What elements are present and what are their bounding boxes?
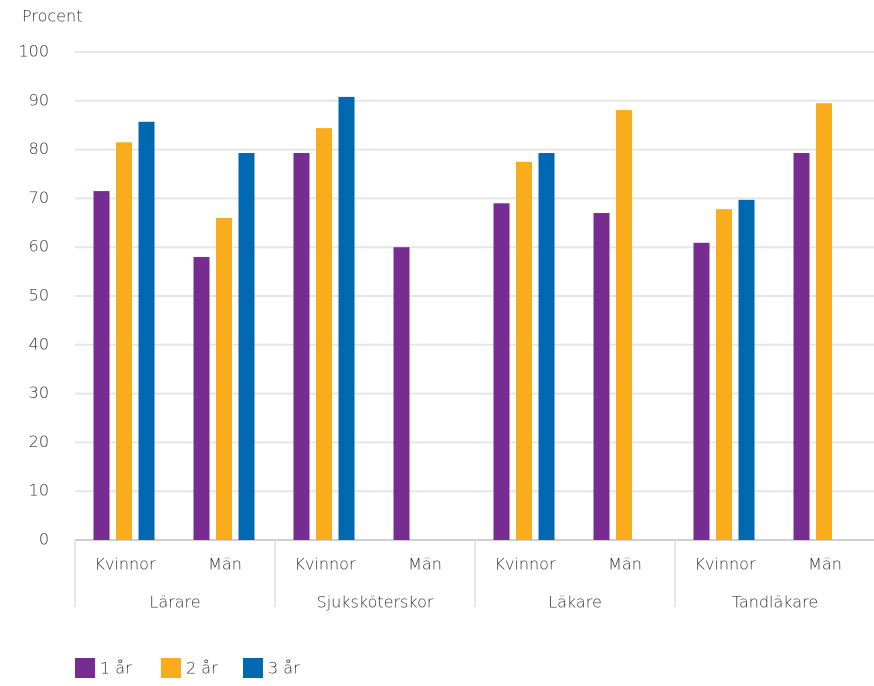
x-tick-label: Män — [608, 555, 642, 574]
legend-swatch — [75, 658, 95, 678]
x-tick-label: Män — [408, 555, 442, 574]
bar — [316, 128, 332, 541]
y-tick-label: 50 — [29, 286, 49, 305]
bar — [593, 213, 610, 541]
bar — [816, 103, 832, 541]
bar — [116, 142, 132, 540]
bar — [716, 209, 732, 541]
bar — [793, 153, 810, 541]
bar — [616, 110, 632, 541]
group-label: Tandläkare — [732, 593, 818, 612]
bar — [393, 247, 410, 540]
bar — [493, 203, 510, 540]
group-label: Lärare — [149, 593, 200, 612]
bar — [216, 217, 232, 541]
group-label: Sjuksköterskor — [317, 593, 434, 612]
y-tick-label: 0 — [39, 530, 49, 549]
x-tick-label: Kvinnor — [694, 555, 755, 574]
bar — [193, 256, 210, 540]
y-tick-label: 90 — [29, 90, 49, 109]
bar — [516, 161, 532, 541]
y-axis-label: Procent — [22, 7, 82, 26]
y-tick-label: 100 — [18, 42, 49, 61]
bar — [538, 153, 555, 541]
x-tick-label: Kvinnor — [294, 555, 355, 574]
group-label: Läkare — [548, 593, 602, 612]
x-tick-label: Män — [808, 555, 842, 574]
legend-label: 2 år — [186, 659, 218, 678]
x-tick-label: Kvinnor — [94, 555, 155, 574]
x-tick-label: Kvinnor — [494, 555, 555, 574]
legend-label: 3 år — [268, 659, 300, 678]
bar — [293, 153, 310, 541]
y-tick-label: 10 — [29, 481, 49, 500]
bar — [738, 199, 755, 540]
bar — [238, 153, 255, 541]
legend-label: 1 år — [100, 659, 132, 678]
bar — [93, 191, 110, 540]
y-tick-label: 70 — [29, 188, 49, 207]
y-tick-label: 80 — [29, 139, 49, 158]
legend-swatch — [243, 658, 263, 678]
bar — [693, 242, 710, 541]
bar — [338, 96, 355, 541]
legend-swatch — [161, 658, 181, 678]
x-tick-label: Män — [208, 555, 242, 574]
y-tick-label: 30 — [29, 383, 49, 402]
y-tick-label: 40 — [29, 334, 49, 353]
y-tick-label: 20 — [29, 432, 49, 451]
y-tick-label: 60 — [29, 237, 49, 256]
bar — [138, 121, 155, 540]
